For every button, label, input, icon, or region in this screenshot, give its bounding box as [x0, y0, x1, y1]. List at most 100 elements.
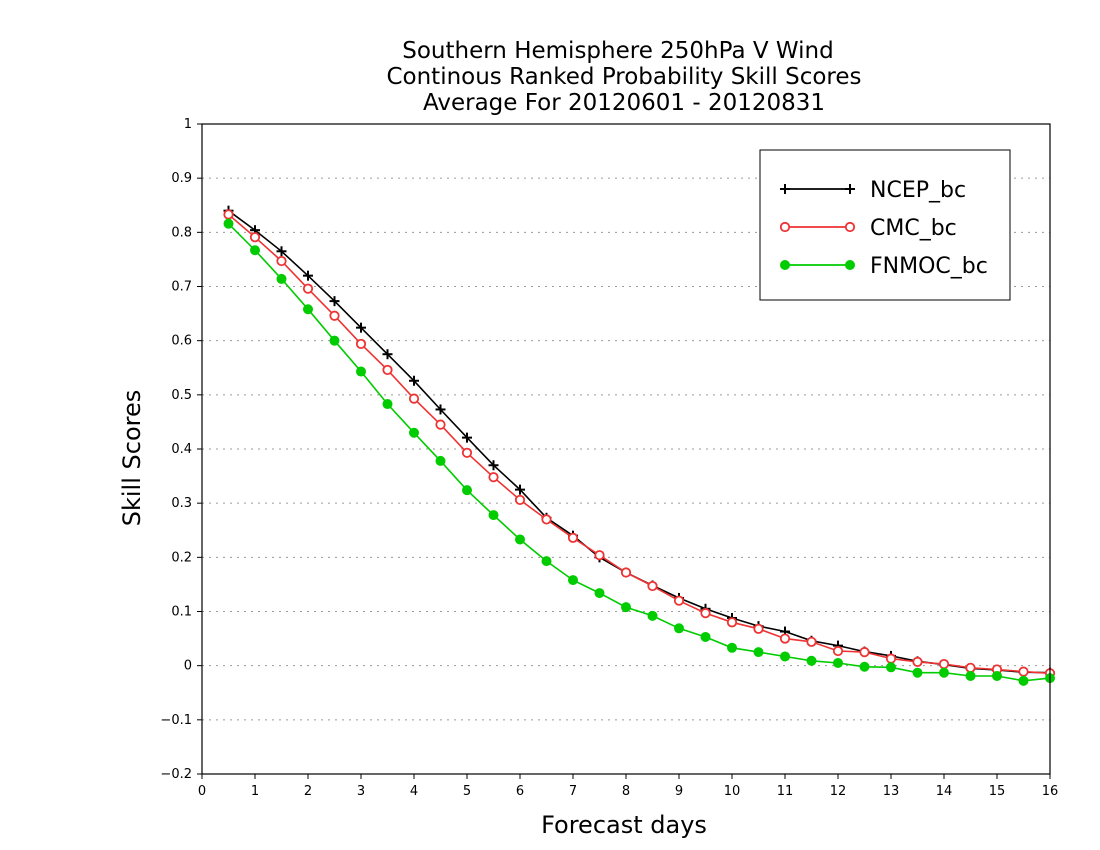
data-point-ncep-bc [356, 322, 366, 333]
legend-item-fnmoc-bc: FNMOC_bc [780, 254, 988, 279]
chart-title: Southern Hemisphere 250hPa V Wind Contin… [386, 38, 861, 116]
data-point-fnmoc-bc [965, 670, 976, 681]
data-point-cmc-bc [700, 608, 711, 619]
legend-marker [845, 184, 855, 194]
x-tick-label: 15 [989, 784, 1006, 799]
legend-marker [779, 221, 791, 233]
x-tick-label: 5 [463, 784, 471, 799]
legend-label-fnmoc-bc: FNMOC_bc [870, 254, 988, 279]
data-point-ncep-bc [276, 246, 287, 257]
data-point-cmc-bc [329, 310, 340, 321]
y-tick-label: 0.6 [171, 334, 192, 349]
data-point-cmc-bc [488, 472, 499, 483]
data-point-fnmoc-bc [753, 647, 764, 658]
data-point-fnmoc-bc [409, 427, 419, 438]
x-tick-label: 8 [622, 784, 630, 799]
data-point-cmc-bc [673, 595, 685, 606]
data-point-cmc-bc [647, 580, 658, 592]
x-tick-label: 7 [569, 784, 577, 799]
data-point-fnmoc-bc [594, 588, 605, 599]
data-point-fnmoc-bc [488, 510, 499, 521]
data-point-ncep-bc [303, 270, 313, 281]
data-point-cmc-bc [806, 636, 817, 647]
title-line-3: Average For 20120601 - 20120831 [423, 90, 825, 116]
data-point-fnmoc-bc [382, 399, 393, 410]
data-point-fnmoc-bc [541, 556, 552, 567]
x-tick-label: 14 [936, 784, 953, 799]
data-point-fnmoc-bc [647, 610, 658, 621]
data-point-ncep-bc [409, 375, 419, 386]
data-point-fnmoc-bc [886, 662, 896, 673]
data-point-cmc-bc [912, 656, 923, 667]
data-point-cmc-bc [885, 653, 897, 664]
y-tick-label: 0.5 [171, 388, 192, 403]
data-point-fnmoc-bc [621, 602, 631, 613]
x-tick-label: 0 [198, 784, 206, 799]
data-point-cmc-bc [461, 447, 473, 458]
data-point-cmc-bc [249, 232, 261, 243]
x-tick-label: 12 [830, 784, 847, 799]
x-tick-label: 13 [883, 784, 900, 799]
x-tick-label: 3 [357, 784, 365, 799]
x-axis-label: Forecast days [541, 811, 707, 839]
axis-ticks: −0.2 −0.1 0 0.1 0.2 0.3 0.4 0.5 0.6 0.7 0.8 0.9 1 0 1 2… [160, 117, 1058, 799]
legend: NCEP_bc CMC_bc FNMOC_bc [759, 149, 1011, 301]
data-point-cmc-bc [859, 647, 870, 658]
y-tick-label: 0.1 [171, 605, 192, 620]
data-point-fnmoc-bc [435, 455, 446, 466]
x-tick-label: 6 [516, 784, 524, 799]
y-tick-label: 0 [184, 659, 192, 674]
data-point-fnmoc-bc [303, 304, 313, 315]
x-tick-label: 11 [777, 784, 794, 799]
data-point-ncep-bc [382, 349, 393, 360]
data-point-ncep-bc [515, 484, 525, 495]
y-tick-label: 0.7 [171, 280, 192, 295]
data-point-fnmoc-bc [515, 534, 525, 545]
data-point-fnmoc-bc [568, 575, 578, 586]
data-point-cmc-bc [965, 662, 976, 673]
data-point-ncep-bc [329, 296, 340, 307]
data-point-cmc-bc [1018, 666, 1029, 677]
y-tick-label: 0.3 [171, 496, 192, 511]
y-axis-label: Skill Scores [118, 390, 146, 527]
y-tick-label: 0.2 [171, 550, 192, 565]
legend-marker [845, 260, 855, 270]
data-point-ncep-bc [435, 404, 446, 415]
y-tick-label: 0.8 [171, 225, 192, 240]
data-point-fnmoc-bc [727, 642, 737, 653]
legend-item-cmc-bc: CMC_bc [779, 216, 957, 241]
x-tick-label: 16 [1042, 784, 1059, 799]
y-tick-label: 0.9 [171, 171, 192, 186]
data-point-fnmoc-bc [780, 651, 790, 662]
data-point-fnmoc-bc [859, 661, 870, 672]
data-point-fnmoc-bc [223, 218, 234, 229]
data-point-ncep-bc [462, 432, 472, 443]
gridlines [202, 177, 1050, 721]
y-tick-label: −0.2 [160, 767, 192, 782]
data-point-cmc-bc [382, 364, 393, 376]
data-point-fnmoc-bc [700, 631, 711, 642]
data-point-fnmoc-bc [806, 655, 817, 666]
data-point-cmc-bc [594, 550, 605, 561]
data-point-cmc-bc [514, 494, 526, 506]
y-tick-label: 0.4 [171, 442, 192, 457]
legend-item-ncep-bc: NCEP_bc [780, 178, 966, 203]
data-point-cmc-bc [355, 338, 367, 350]
legend-label-ncep-bc: NCEP_bc [870, 178, 966, 203]
data-point-cmc-bc [938, 658, 950, 670]
data-point-cmc-bc [276, 255, 287, 267]
x-tick-label: 1 [251, 784, 259, 799]
data-point-fnmoc-bc [833, 657, 843, 668]
data-point-cmc-bc [435, 419, 446, 430]
data-point-ncep-bc [488, 460, 499, 471]
data-point-cmc-bc [753, 623, 764, 634]
series-fnmoc-bc [223, 218, 1055, 686]
data-point-cmc-bc [541, 514, 552, 525]
y-tick-label: −0.1 [160, 713, 192, 728]
data-point-fnmoc-bc [674, 623, 684, 634]
data-point-cmc-bc [567, 532, 579, 543]
data-point-fnmoc-bc [356, 366, 366, 377]
data-point-cmc-bc [620, 567, 632, 578]
data-point-fnmoc-bc [329, 335, 340, 346]
